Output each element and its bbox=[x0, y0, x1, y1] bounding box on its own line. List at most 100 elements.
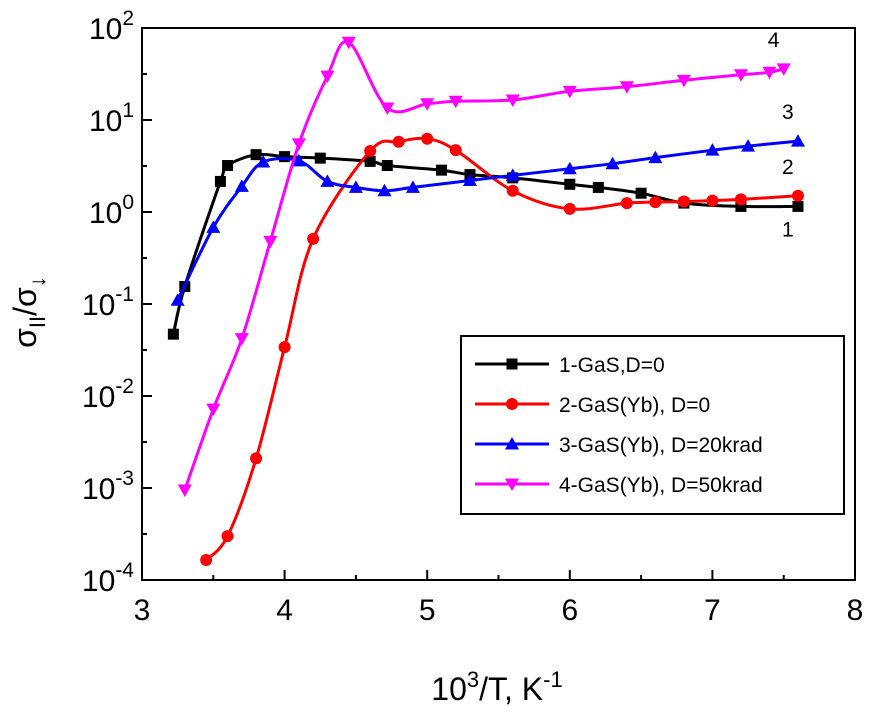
series-4-point bbox=[562, 85, 577, 99]
series-1-point bbox=[735, 200, 747, 212]
legend-item: 3-GaS(Yb), D=20krad bbox=[475, 434, 763, 457]
x-tick-label: 3 bbox=[134, 594, 151, 627]
x-axis-title: 103/T, K-1 bbox=[431, 667, 562, 707]
legend-swatch-marker bbox=[505, 437, 519, 450]
series-2-point bbox=[364, 145, 377, 158]
series-1-point bbox=[592, 181, 604, 193]
curve-labels: 1 2 3 4 bbox=[768, 29, 794, 242]
legend-swatch-marker bbox=[506, 398, 518, 410]
series-2-point bbox=[677, 195, 690, 208]
series-3-point bbox=[405, 180, 420, 193]
series-2-point bbox=[649, 196, 662, 209]
series-1-point bbox=[564, 178, 576, 190]
legend-item: 4-GaS(Yb), D=50krad bbox=[475, 474, 763, 497]
series-2-point bbox=[620, 197, 633, 210]
series-4-point bbox=[380, 102, 395, 116]
series-3-point bbox=[348, 180, 363, 193]
x-tick-label: 4 bbox=[276, 594, 293, 627]
series-1-point bbox=[222, 160, 234, 172]
series-2-point bbox=[221, 530, 234, 543]
series-1-point bbox=[250, 149, 262, 161]
series-2-point bbox=[791, 189, 804, 202]
series-1-point bbox=[635, 187, 647, 199]
y-tick-label: 102 bbox=[89, 7, 134, 46]
series-1-line bbox=[171, 152, 799, 335]
series-2-point bbox=[421, 132, 434, 145]
legend-swatch-marker bbox=[506, 358, 518, 370]
series-4-point bbox=[263, 235, 278, 249]
series-2-point bbox=[563, 202, 576, 215]
series-3-point bbox=[291, 153, 306, 167]
series-3-point bbox=[377, 183, 392, 197]
curve-label-3: 3 bbox=[782, 101, 794, 124]
series-3-point bbox=[648, 150, 663, 164]
series-2-point bbox=[200, 553, 213, 566]
series-3-point bbox=[741, 139, 756, 152]
y-tick-label: 101 bbox=[89, 99, 134, 138]
y-tick-label: 100 bbox=[89, 191, 134, 230]
series-3-point bbox=[234, 179, 249, 192]
series-2-point bbox=[392, 135, 405, 148]
series-2 bbox=[200, 132, 804, 566]
series-1-point bbox=[167, 328, 179, 340]
series-4-point bbox=[420, 98, 435, 111]
series-4-point bbox=[341, 36, 356, 50]
series-3-point bbox=[206, 220, 221, 233]
series-4-point bbox=[505, 94, 520, 107]
curve-label-4: 4 bbox=[768, 29, 780, 52]
series-1-point bbox=[279, 151, 291, 163]
y-tick-label: 10-3 bbox=[82, 467, 134, 506]
series-1-point bbox=[792, 200, 804, 212]
series-3-point bbox=[790, 134, 805, 147]
series-4-point bbox=[676, 74, 691, 88]
series-3-point bbox=[320, 174, 335, 187]
x-tick-label: 8 bbox=[847, 594, 864, 627]
legend-label: 4-GaS(Yb), D=50krad bbox=[559, 474, 763, 497]
series-2-point bbox=[307, 232, 320, 245]
series-2-point bbox=[449, 144, 462, 157]
legend-swatch-marker bbox=[505, 478, 519, 491]
y-tick-label: 10-1 bbox=[82, 283, 134, 322]
series-1-point bbox=[364, 155, 376, 167]
series-2-point bbox=[506, 184, 519, 197]
series-1-point bbox=[381, 160, 393, 172]
series-3-point bbox=[562, 161, 577, 175]
x-tick-label: 5 bbox=[419, 594, 436, 627]
legend-label: 1-GaS,D=0 bbox=[559, 354, 665, 377]
series-4-point bbox=[762, 66, 777, 80]
plot-area: 3 4 5 6 7 8 10-4 10-3 10-2 10-1 100 101 102 bbox=[82, 7, 863, 627]
series-2-point bbox=[734, 193, 747, 206]
series-3 bbox=[170, 134, 805, 306]
y-tick-label: 10-2 bbox=[82, 375, 134, 414]
legend: 1-GaS,D=0 2-GaS(Yb), D=0 3-GaS(Yb), D=20kr… bbox=[460, 335, 845, 515]
series-4-point bbox=[234, 333, 249, 346]
series-2-point bbox=[250, 452, 263, 465]
series-3-point bbox=[705, 143, 720, 156]
series-4-point bbox=[776, 63, 791, 76]
series-4-point bbox=[619, 81, 634, 94]
series-4-point bbox=[206, 403, 221, 417]
series-4 bbox=[177, 36, 791, 498]
series-3-point bbox=[462, 173, 477, 186]
legend-item: 2-GaS(Yb), D=0 bbox=[475, 394, 710, 417]
series-layer bbox=[167, 36, 805, 566]
series-1-point bbox=[314, 152, 326, 164]
curve-label-2: 2 bbox=[782, 156, 794, 179]
series-4-point bbox=[448, 95, 463, 109]
series-4-point bbox=[177, 484, 192, 498]
legend-label: 2-GaS(Yb), D=0 bbox=[559, 394, 710, 417]
series-2-point bbox=[278, 341, 291, 354]
series-4-point bbox=[291, 138, 306, 151]
legend-item: 1-GaS,D=0 bbox=[475, 354, 665, 377]
series-1-point bbox=[435, 164, 447, 176]
curve-label-1: 1 bbox=[782, 218, 794, 241]
series-3-point bbox=[170, 293, 185, 306]
series-1-point bbox=[214, 175, 226, 187]
legend-label: 3-GaS(Yb), D=20krad bbox=[559, 434, 763, 457]
series-3-point bbox=[505, 168, 520, 181]
y-axis-title: σII/σ↓ bbox=[7, 276, 50, 348]
series-4-point bbox=[320, 70, 335, 84]
series-2-point bbox=[706, 194, 719, 207]
x-tick-label: 7 bbox=[704, 594, 721, 627]
